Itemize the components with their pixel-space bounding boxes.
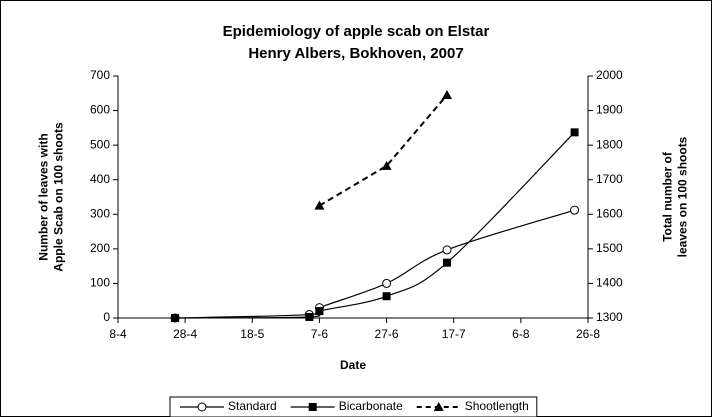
marker <box>305 312 314 321</box>
series-line <box>318 94 448 207</box>
plot-area <box>118 76 588 318</box>
y2-tick-label: 2000 <box>596 68 623 82</box>
marker <box>381 160 392 170</box>
y2-tick-label: 1700 <box>596 172 623 186</box>
y-tick-label: 100 <box>90 276 110 290</box>
y2-tick-label: 1500 <box>596 241 623 255</box>
marker <box>308 403 317 411</box>
series-line <box>175 209 575 319</box>
legend-label: Shootlength <box>465 399 529 413</box>
x-tick-label: 7-6 <box>311 327 329 341</box>
x-axis-title: Date <box>340 358 366 372</box>
y-tick-label: 500 <box>90 137 110 151</box>
y2-tick-label: 1900 <box>596 103 623 117</box>
x-tick-label: 8-4 <box>109 327 127 341</box>
chart-subtitle: Henry Albers, Bokhoven, 2007 <box>248 45 463 62</box>
marker <box>171 314 180 322</box>
y2-tick-label: 1400 <box>596 276 623 290</box>
marker <box>442 245 452 255</box>
y-tick-label: 600 <box>90 103 110 117</box>
y2-tick-label: 1300 <box>596 310 623 324</box>
legend-label: Standard <box>228 399 277 413</box>
x-tick-label: 28-4 <box>173 327 197 341</box>
marker <box>197 402 207 412</box>
y-tick-label: 0 <box>103 310 110 324</box>
marker <box>442 90 452 100</box>
marker <box>570 128 579 137</box>
series-line <box>175 131 575 319</box>
x-tick-label: 17-7 <box>442 327 466 341</box>
marker <box>570 205 580 215</box>
y2-tick-label: 1600 <box>596 206 623 220</box>
y-tick-label: 400 <box>90 172 110 186</box>
x-tick-label: 18-5 <box>240 327 264 341</box>
marker <box>315 307 324 316</box>
marker <box>382 292 391 301</box>
marker <box>314 200 325 210</box>
x-tick-label: 6-8 <box>512 327 530 341</box>
chart-title: Epidemiology of apple scab on Elstar <box>223 23 490 40</box>
y-tick-label: 300 <box>90 206 110 220</box>
y-tick-label: 200 <box>90 241 110 255</box>
y-axis-title: Number of leaves withApple Scab on 100 s… <box>37 122 66 272</box>
x-tick-label: 26-8 <box>576 327 600 341</box>
y2-axis-title: Total number ofleaves on 100 shoots <box>661 136 690 257</box>
y2-tick-label: 1800 <box>596 137 623 151</box>
x-tick-label: 27-6 <box>375 327 399 341</box>
marker <box>443 258 451 267</box>
marker <box>382 278 392 288</box>
legend-box <box>169 396 538 417</box>
y-tick-label: 700 <box>90 68 110 82</box>
marker <box>433 402 444 411</box>
legend-label: Bicarbonate <box>339 399 403 413</box>
legend: Standard Bicarbonate Shootlength <box>169 396 538 417</box>
